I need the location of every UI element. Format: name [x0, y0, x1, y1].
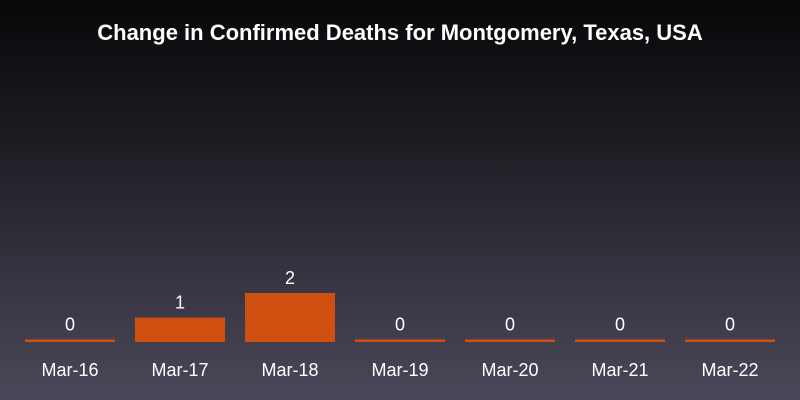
x-tick-label-mar-19: Mar-19: [371, 360, 428, 380]
bar-mar-21: [575, 339, 665, 342]
bar-mar-19: [355, 339, 445, 342]
bar-mar-18: [245, 293, 335, 342]
value-label-mar-21: 0: [615, 315, 625, 335]
value-label-mar-17: 1: [175, 293, 185, 313]
value-label-mar-18: 2: [285, 268, 295, 288]
value-labels-group: 0 1 2 0 0 0 0: [65, 268, 735, 335]
bar-mar-22: [685, 339, 775, 342]
x-tick-labels-group: Mar-16 Mar-17 Mar-18 Mar-19 Mar-20 Mar-21 Mar-…: [41, 360, 758, 380]
x-tick-label-mar-17: Mar-17: [151, 360, 208, 380]
value-label-mar-22: 0: [725, 315, 735, 335]
x-tick-label-mar-20: Mar-20: [481, 360, 538, 380]
bar-mar-20: [465, 339, 555, 342]
value-label-mar-19: 0: [395, 315, 405, 335]
chart-title: Change in Confirmed Deaths for Montgomer…: [97, 20, 703, 45]
x-tick-label-mar-21: Mar-21: [591, 360, 648, 380]
x-tick-label-mar-18: Mar-18: [261, 360, 318, 380]
value-label-mar-16: 0: [65, 315, 75, 335]
bars-group: [25, 293, 775, 342]
bar-mar-16: [25, 339, 115, 342]
bar-mar-17: [135, 317, 225, 342]
x-tick-label-mar-16: Mar-16: [41, 360, 98, 380]
x-tick-label-mar-22: Mar-22: [701, 360, 758, 380]
value-label-mar-20: 0: [505, 315, 515, 335]
